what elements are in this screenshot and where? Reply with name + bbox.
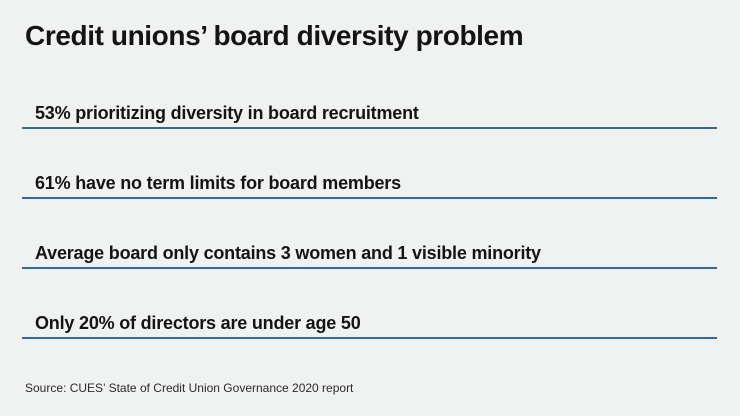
page-title: Credit unions’ board diversity problem xyxy=(25,20,524,51)
stat-label: Average board only contains 3 women and … xyxy=(35,243,541,264)
source-caption: Source: CUES’ State of Credit Union Gove… xyxy=(25,381,354,395)
stat-label: Only 20% of directors are under age 50 xyxy=(35,313,361,334)
stat-label: 61% have no term limits for board member… xyxy=(35,173,401,194)
stat-row: 61% have no term limits for board member… xyxy=(22,163,717,199)
stat-row: Average board only contains 3 women and … xyxy=(22,233,717,269)
stat-label: 53% prioritizing diversity in board recr… xyxy=(35,103,419,124)
stat-row: 53% prioritizing diversity in board recr… xyxy=(22,93,717,129)
stat-row: Only 20% of directors are under age 50 xyxy=(22,303,717,339)
